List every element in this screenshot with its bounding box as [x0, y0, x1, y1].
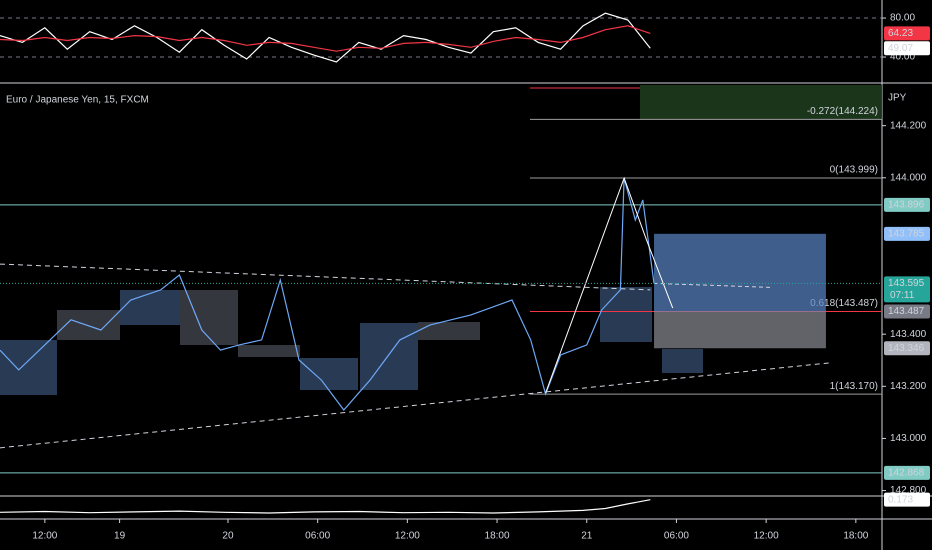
- x-tick-label: 06:00: [664, 531, 689, 542]
- series-line: [0, 499, 651, 514]
- zone: [662, 349, 703, 373]
- fib-label: -0.272(144.224): [807, 106, 878, 117]
- zone: [600, 287, 652, 342]
- price-marker: [884, 26, 930, 41]
- price-marker-label: 143.785: [888, 228, 925, 239]
- price-marker: [884, 197, 930, 212]
- price-marker-label: 64.23: [888, 28, 913, 39]
- price-marker: [884, 304, 930, 319]
- zone: [238, 345, 300, 357]
- countdown: 07:11: [890, 290, 915, 301]
- x-tick-label: 20: [222, 531, 234, 542]
- y-tick-label: 143.200: [890, 381, 927, 392]
- trendline: [0, 362, 830, 449]
- zone: [57, 310, 120, 340]
- y-tick-label: 143.000: [890, 433, 927, 444]
- y-tick-label: 40.00: [890, 52, 915, 63]
- y-tick-label: 142.800: [890, 485, 927, 496]
- zone: [120, 290, 180, 325]
- trendline: [0, 263, 651, 291]
- fib-label: 0(143.999): [830, 165, 878, 176]
- x-tick-label: 12:00: [32, 531, 57, 542]
- price-marker-label: 143.346: [888, 343, 925, 354]
- zones: [0, 287, 703, 395]
- fib-zone: [640, 85, 882, 120]
- price-marker: [884, 276, 930, 303]
- zone: [418, 322, 480, 340]
- series-line: [0, 25, 651, 52]
- series-line: [0, 177, 655, 411]
- x-tick-label: 19: [114, 531, 126, 542]
- price-marker-label: 142.868: [888, 467, 925, 478]
- price-marker-label: 143.595: [888, 278, 925, 289]
- currency: JPY: [888, 93, 907, 104]
- price-marker: [884, 341, 930, 356]
- x-tick-label: 12:00: [754, 531, 779, 542]
- zone: [0, 340, 57, 395]
- y-tick-label: 144.000: [890, 172, 927, 183]
- x-tick-label: 18:00: [485, 531, 510, 542]
- target-zone: [654, 233, 826, 312]
- price-marker: [884, 41, 930, 56]
- stop-zone: [654, 311, 826, 349]
- projection-arrow: [654, 282, 771, 288]
- price-marker-label: 0.173: [888, 494, 913, 505]
- x-tick-label: 18:00: [843, 531, 868, 542]
- x-tick-label: 06:00: [305, 531, 330, 542]
- zone: [360, 323, 418, 390]
- zone: [300, 358, 358, 390]
- x-tick-label: 21: [581, 531, 593, 542]
- zigzag: [545, 176, 674, 393]
- price-marker: [884, 465, 930, 480]
- fib-label: 1(143.170): [830, 381, 878, 392]
- price-marker-label: 143.487: [888, 306, 925, 317]
- y-tick-label: 144.200: [890, 120, 927, 131]
- symbol-title: Euro / Japanese Yen, 15, FXCM: [6, 95, 149, 106]
- y-tick-label: 143.400: [890, 329, 927, 340]
- price-marker: [884, 226, 930, 241]
- price-marker-label: 49.07: [888, 43, 913, 54]
- price-marker: [884, 492, 930, 507]
- fib-label: 0.618(143.487): [810, 298, 878, 309]
- price-marker-label: 143.896: [888, 200, 925, 211]
- y-tick-label: 80.00: [890, 13, 915, 24]
- x-tick-label: 12:00: [395, 531, 420, 542]
